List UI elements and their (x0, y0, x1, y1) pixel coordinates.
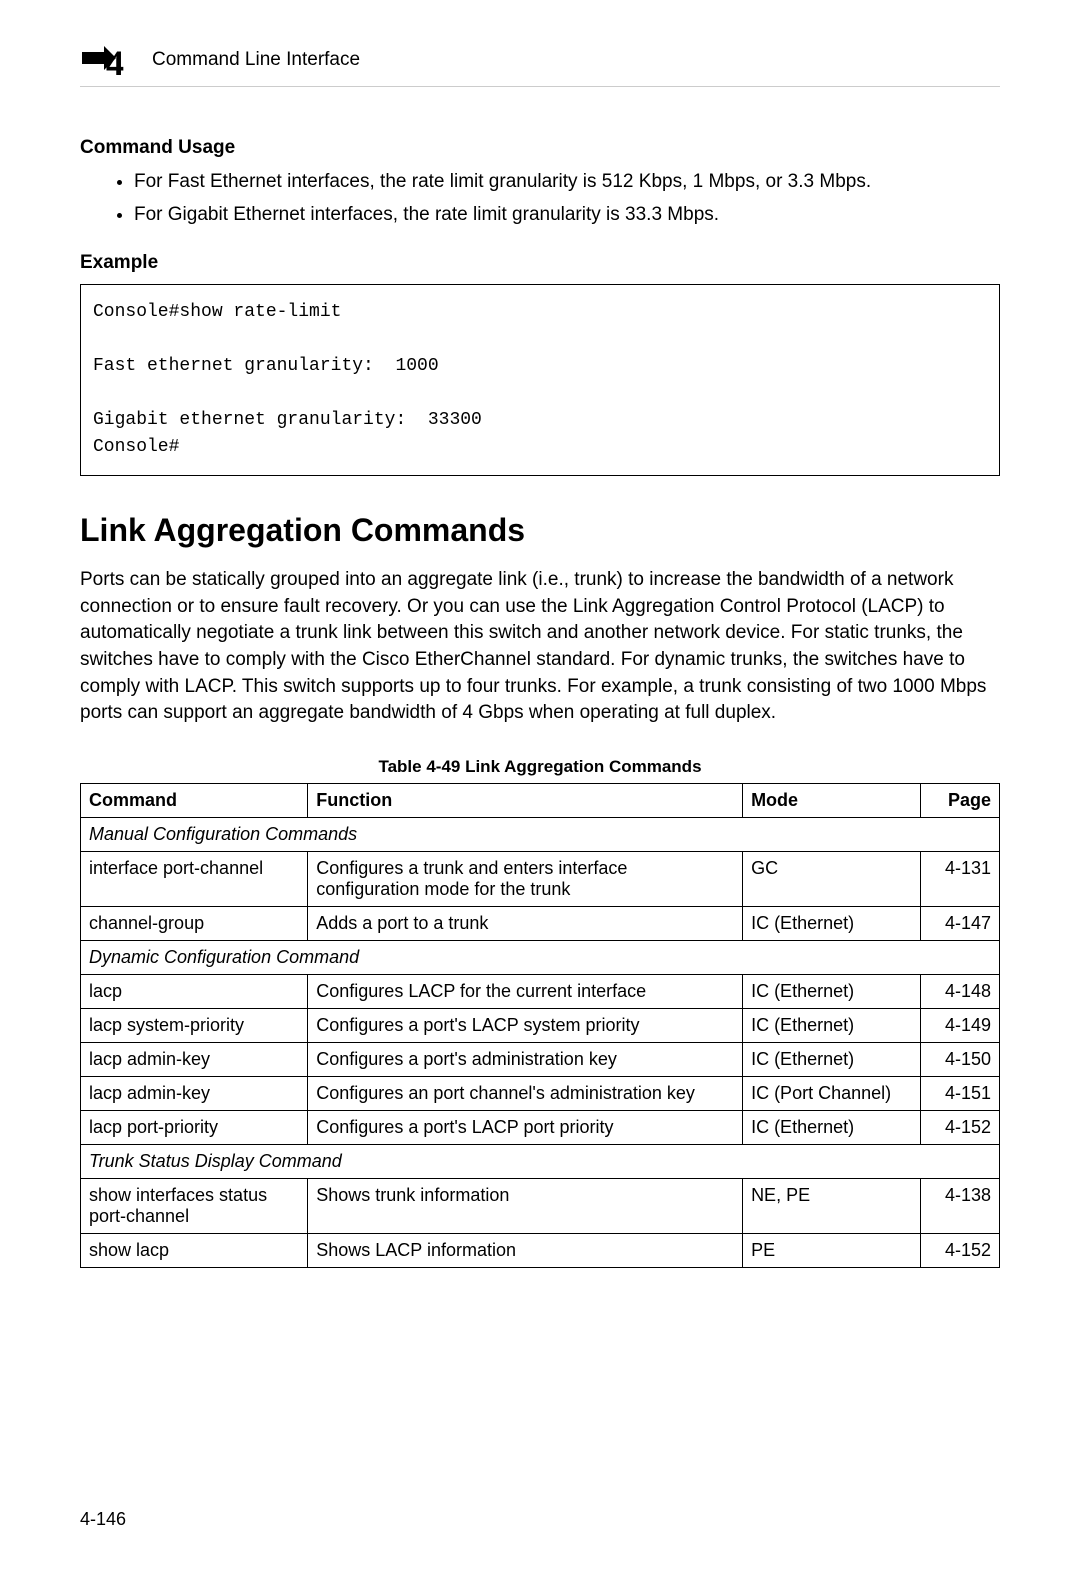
func-cell: Configures an port channel's administrat… (308, 1076, 743, 1110)
bullet-item: For Fast Ethernet interfaces, the rate l… (134, 169, 1000, 196)
main-heading: Link Aggregation Commands (80, 512, 1000, 549)
func-cell: Shows trunk information (308, 1178, 743, 1233)
table-row: lacp system-priorityConfigures a port's … (81, 1008, 1000, 1042)
command-table: Command Function Mode Page Manual Config… (80, 783, 1000, 1268)
table-row: Trunk Status Display Command (81, 1144, 1000, 1178)
th-command: Command (81, 783, 308, 817)
page-header: 4 Command Line Interface (80, 40, 1000, 87)
example-code: Console#show rate-limit Fast ethernet gr… (80, 284, 1000, 476)
mode-cell: IC (Ethernet) (743, 1042, 921, 1076)
page-number: 4-146 (80, 1509, 126, 1530)
func-cell: Configures a port's administration key (308, 1042, 743, 1076)
main-paragraph: Ports can be statically grouped into an … (80, 567, 1000, 727)
example-heading: Example (80, 252, 1000, 274)
mode-cell: IC (Ethernet) (743, 974, 921, 1008)
page-cell: 4-148 (920, 974, 999, 1008)
table-row: Dynamic Configuration Command (81, 940, 1000, 974)
mode-cell: IC (Port Channel) (743, 1076, 921, 1110)
bullet-item: For Gigabit Ethernet interfaces, the rat… (134, 202, 1000, 229)
page-cell: 4-138 (920, 1178, 999, 1233)
table-row: lacp admin-keyConfigures an port channel… (81, 1076, 1000, 1110)
th-mode: Mode (743, 783, 921, 817)
cmd-cell: lacp port-priority (81, 1110, 308, 1144)
section-label: Trunk Status Display Command (81, 1144, 1000, 1178)
mode-cell: PE (743, 1233, 921, 1267)
document-page: 4 Command Line Interface Command Usage F… (0, 0, 1080, 1570)
table-row: lacp admin-keyConfigures a port's admini… (81, 1042, 1000, 1076)
func-cell: Adds a port to a trunk (308, 906, 743, 940)
th-page: Page (920, 783, 999, 817)
page-cell: 4-152 (920, 1110, 999, 1144)
page-cell: 4-149 (920, 1008, 999, 1042)
cmd-cell: lacp (81, 974, 308, 1008)
mode-cell: IC (Ethernet) (743, 1008, 921, 1042)
func-cell: Configures LACP for the current interfac… (308, 974, 743, 1008)
command-usage-list: For Fast Ethernet interfaces, the rate l… (80, 169, 1000, 228)
chapter-number: 4 (106, 42, 124, 84)
table-row: channel-groupAdds a port to a trunkIC (E… (81, 906, 1000, 940)
table-row: interface port-channelConfigures a trunk… (81, 851, 1000, 906)
chapter-badge: 4 (80, 40, 140, 80)
table-row: lacpConfigures LACP for the current inte… (81, 974, 1000, 1008)
table-row: show interfaces status port-channelShows… (81, 1178, 1000, 1233)
func-cell: Shows LACP information (308, 1233, 743, 1267)
func-cell: Configures a port's LACP port priority (308, 1110, 743, 1144)
cmd-cell: lacp system-priority (81, 1008, 308, 1042)
mode-cell: GC (743, 851, 921, 906)
page-cell: 4-147 (920, 906, 999, 940)
header-title: Command Line Interface (152, 49, 360, 71)
cmd-cell: show interfaces status port-channel (81, 1178, 308, 1233)
table-row: lacp port-priorityConfigures a port's LA… (81, 1110, 1000, 1144)
table-caption: Table 4-49 Link Aggregation Commands (80, 757, 1000, 777)
command-usage-heading: Command Usage (80, 137, 1000, 159)
page-cell: 4-152 (920, 1233, 999, 1267)
table-header-row: Command Function Mode Page (81, 783, 1000, 817)
th-function: Function (308, 783, 743, 817)
mode-cell: IC (Ethernet) (743, 906, 921, 940)
cmd-cell: lacp admin-key (81, 1076, 308, 1110)
mode-cell: NE, PE (743, 1178, 921, 1233)
section-label: Manual Configuration Commands (81, 817, 1000, 851)
page-cell: 4-150 (920, 1042, 999, 1076)
cmd-cell: show lacp (81, 1233, 308, 1267)
table-row: show lacpShows LACP informationPE4-152 (81, 1233, 1000, 1267)
cmd-cell: interface port-channel (81, 851, 308, 906)
page-cell: 4-131 (920, 851, 999, 906)
cmd-cell: channel-group (81, 906, 308, 940)
section-label: Dynamic Configuration Command (81, 940, 1000, 974)
cmd-cell: lacp admin-key (81, 1042, 308, 1076)
mode-cell: IC (Ethernet) (743, 1110, 921, 1144)
table-row: Manual Configuration Commands (81, 817, 1000, 851)
page-cell: 4-151 (920, 1076, 999, 1110)
func-cell: Configures a port's LACP system priority (308, 1008, 743, 1042)
func-cell: Configures a trunk and enters interface … (308, 851, 743, 906)
